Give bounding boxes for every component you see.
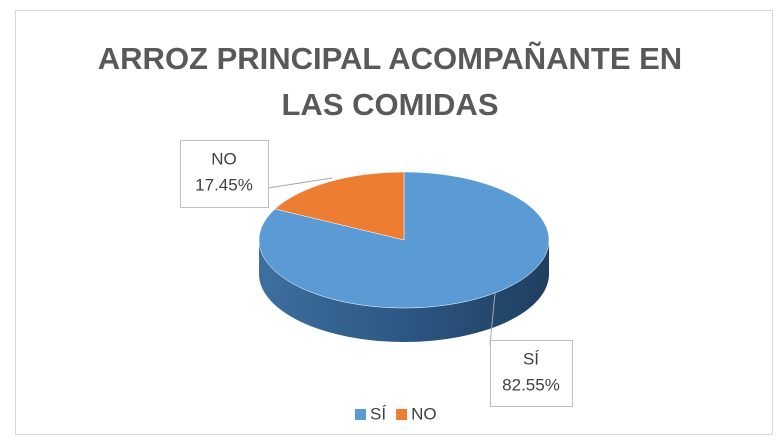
data-label-box [180, 140, 269, 208]
leader-line [489, 292, 496, 346]
legend-label: NO [411, 404, 437, 423]
data-label-value: 17.45% [195, 175, 253, 194]
slice [274, 171, 405, 241]
leader-line [267, 177, 333, 189]
data-label-category: NO [211, 149, 237, 168]
legend-label: SÍ [370, 404, 386, 423]
data-label-box [490, 340, 573, 407]
slice-side [259, 240, 549, 342]
legend-swatch [396, 409, 408, 420]
data-label-value: 82.55% [502, 375, 560, 394]
data-label-category: SÍ [523, 349, 539, 368]
slice [258, 171, 550, 309]
legend-swatch [355, 409, 366, 420]
chart-title: ARROZ PRINCIPAL ACOMPAÑANTE EN LAS COMID… [97, 41, 683, 122]
